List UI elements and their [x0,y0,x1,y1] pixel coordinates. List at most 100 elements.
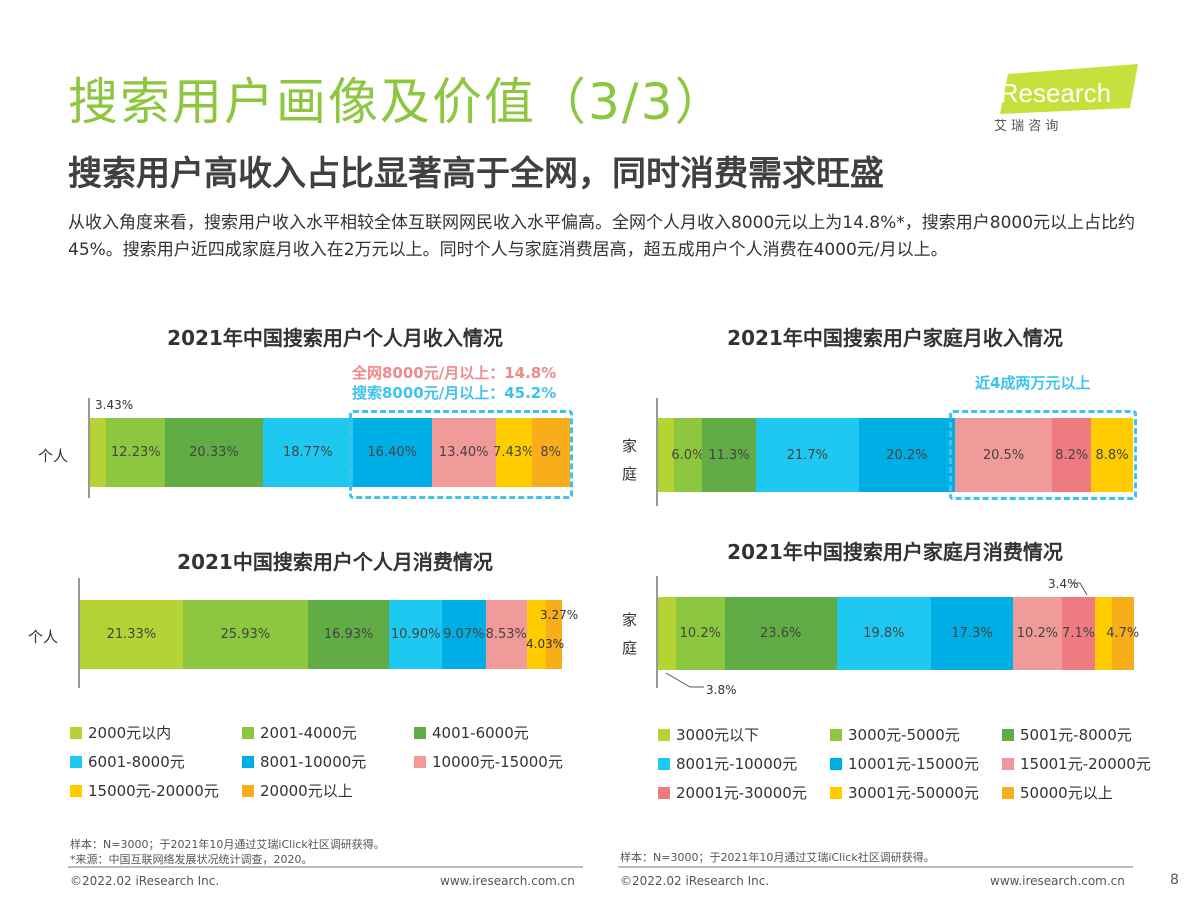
bar-segment: 21.33% [80,600,183,669]
legend-swatch [1002,757,1014,770]
bar-segment: 20.33% [165,418,263,487]
iresearch-logo: iResearch 艾 瑞 咨 询 [980,62,1140,142]
legend-item: 15000元-20000元 [70,780,242,801]
copyright: ©2022.02 iResearch Inc. [70,874,220,888]
data-label-small: 3.27% [540,608,579,622]
data-label: 9.07% [443,627,485,642]
bar-segment [1095,597,1112,670]
legend-swatch [1002,728,1014,741]
legend-label: 4001-6000元 [432,724,529,742]
data-label: 10.90% [390,627,441,642]
data-label: 20.2% [886,447,928,463]
bar-segment [526,600,547,669]
bar-segment: 23.6% [724,597,837,670]
legend-item: 50000元以上 [1002,782,1174,803]
page-number: 8 [1170,872,1179,888]
legend-item: 8001-10000元 [242,751,414,772]
legend-item: 2000元以内 [70,722,242,743]
legend-swatch [414,726,426,739]
data-label: 8% [540,445,562,460]
highlight-box [949,410,1137,500]
legend-label: 10001元-15000元 [848,755,979,773]
data-label: 8.53% [485,627,527,642]
legend-label: 50000元以上 [1020,784,1113,802]
bar-segment [658,418,674,492]
legend-swatch [830,728,842,741]
bar-segment: 8.2% [1052,418,1092,492]
annotation-family: 近4成两万元以上 [975,374,1091,392]
legend-label: 30001元-50000元 [848,784,979,802]
legend-label: 20001元-30000元 [676,784,807,802]
svg-text:iResearch: iResearch [994,78,1111,108]
bar-segment: 10.90% [389,600,442,669]
bar-segment: 8.8% [1091,418,1133,492]
data-label: 21.7% [786,447,829,463]
legend-label: 6001-8000元 [88,753,185,771]
bar-segment: 21.7% [755,418,859,492]
legend-item: 3000元-5000元 [830,724,1002,745]
divider [618,866,1133,868]
legend-item: 15001元-20000元 [1002,753,1174,774]
website[interactable]: www.iresearch.com.cn [440,874,575,888]
legend-swatch [414,755,426,768]
legend-swatch [70,755,82,768]
data-label: 16.40% [367,445,417,460]
legend-item: 20001元-30000元 [658,782,830,803]
data-label: 4.7% [1106,626,1140,641]
svg-text:艾 瑞 咨 询: 艾 瑞 咨 询 [994,119,1058,134]
legend-label: 10000元-15000元 [432,753,563,771]
bar-segment: 11.3% [702,418,756,492]
stacked-bar: 10.2% 23.6% 19.8% 17.3% 10.2% 7.1% 4.7% [658,597,1139,670]
legend-item: 5001元-8000元 [1002,724,1174,745]
logo-icon: iResearch 艾 瑞 咨 询 [994,64,1138,134]
divider [68,866,583,868]
category-label: 家庭 [622,437,638,483]
axis [88,398,90,498]
axis [656,398,658,506]
description: 从收入角度来看，搜索用户收入水平相较全体互联网网民收入水平偏高。全网个人月收入8… [68,213,1136,260]
legend-item: 10001元-15000元 [830,753,1002,774]
legend-swatch [830,757,842,770]
legend-swatch [658,786,670,799]
axis [656,576,658,688]
leader-lines [665,582,1088,688]
data-label: 7.43% [493,445,535,460]
legend-item: 30001元-50000元 [830,782,1002,803]
bar-segment: 16.93% [307,600,390,669]
sample-note: 样本：N=3000；于2021年10月通过艾瑞iClick社区调研获得。 [70,838,385,851]
legend-swatch [242,726,254,739]
data-label-small: 4.03% [526,637,565,651]
sample-note: 样本：N=3000；于2021年10月通过艾瑞iClick社区调研获得。 [620,851,935,864]
legend-item: 4001-6000元 [414,722,586,743]
data-label: 6.0% [671,447,705,463]
legend-swatch [830,786,842,799]
bar-segment: 10.2% [1013,597,1062,670]
data-label: 20.33% [189,445,239,460]
data-label: 21.33% [106,627,157,642]
legend-label: 15000元-20000元 [88,782,219,800]
data-label: 13.40% [438,445,489,460]
highlight-box [349,410,573,499]
legend-label: 5001元-8000元 [1020,726,1132,744]
data-label: 8.2% [1055,447,1089,463]
bar-segment: 19.8% [836,597,931,670]
legend-label: 20000元以上 [260,782,353,800]
bar-segment [90,418,107,487]
legend-swatch [658,757,670,770]
data-label: 8.8% [1095,447,1129,463]
copyright: ©2022.02 iResearch Inc. [620,874,770,888]
legend-item: 10000元-15000元 [414,751,586,772]
legend-swatch [242,755,254,768]
bar-segment: 25.93% [182,600,308,669]
page-subtitle: 搜索用户高收入占比显著高于全网，同时消费需求旺盛 [68,154,884,194]
legend-label: 2000元以内 [88,724,172,742]
data-label: 25.93% [220,627,271,642]
bar-segment: 16.40% [352,418,432,487]
website[interactable]: www.iresearch.com.cn [990,874,1125,888]
bar-segment: 20.5% [954,418,1053,492]
legend-label: 3000元-5000元 [848,726,960,744]
bar-segment: 6.0% [671,418,705,492]
stacked-bar: 12.23% 20.33% 18.77% 16.40% 13.40% 7.43% 8% [90,418,570,487]
stacked-bar: 6.0% 11.3% 21.7% 20.2% 20.5% 8.2% 8.8% [658,418,1133,492]
legend-label: 3000元以下 [676,726,760,744]
